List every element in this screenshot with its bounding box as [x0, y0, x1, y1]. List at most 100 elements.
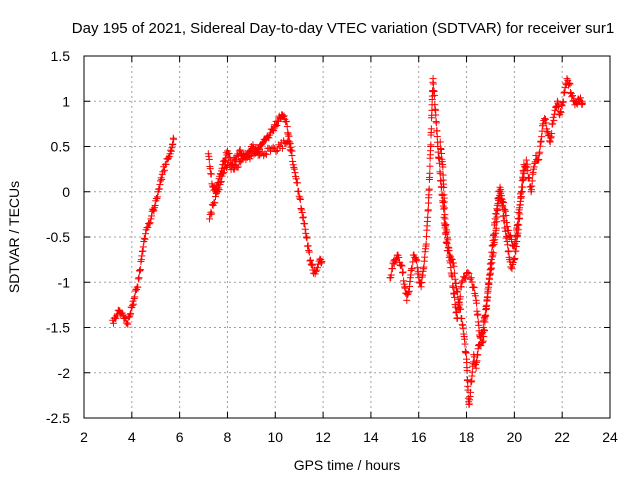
data-point [261, 150, 269, 158]
data-point [450, 262, 458, 270]
data-point [128, 301, 136, 309]
data-point [158, 176, 166, 184]
data-point [474, 351, 482, 359]
data-point [561, 88, 569, 96]
data-point [569, 92, 577, 100]
data-point [549, 120, 557, 128]
data-point [415, 274, 423, 282]
data-point [504, 241, 512, 249]
grid-layer [84, 56, 610, 418]
data-point [282, 117, 290, 125]
data-point [157, 174, 165, 182]
x-tick-label: 20 [507, 429, 523, 445]
data-point [422, 233, 430, 241]
tick-layer: 2 4 6 8 10 12 14 16 18 20 22 24-2.5-2-1.5-1-0.500.5… [46, 48, 618, 445]
data-point [543, 127, 551, 135]
data-point [134, 275, 142, 283]
data-point [301, 220, 309, 228]
data-point [493, 201, 501, 209]
data-point [527, 183, 535, 191]
data-point [530, 163, 538, 171]
data-point [497, 192, 505, 200]
data-point [491, 215, 499, 223]
data-point [436, 138, 444, 146]
data-point [426, 162, 434, 170]
data-point [560, 89, 568, 97]
data-point [520, 161, 528, 169]
data-point [398, 262, 406, 270]
data-point [432, 119, 440, 127]
data-point [461, 273, 469, 281]
data-point [304, 242, 312, 250]
data-point [487, 256, 495, 264]
data-point [440, 198, 448, 206]
data-point [217, 177, 225, 185]
data-point [413, 257, 421, 265]
data-point [553, 97, 561, 105]
data-point [453, 314, 461, 322]
data-point [399, 269, 407, 277]
data-point [471, 292, 479, 300]
data-point [126, 311, 134, 319]
data-point [131, 293, 139, 301]
data-point [206, 215, 214, 223]
data-point [135, 274, 143, 282]
data-point [474, 310, 482, 318]
x-tick-label: 16 [411, 429, 427, 445]
x-tick-label: 8 [224, 429, 232, 445]
data-point [429, 80, 437, 88]
data-point [473, 299, 481, 307]
data-point [164, 154, 172, 162]
data-point [550, 116, 558, 124]
data-point [454, 288, 462, 296]
data-point [462, 274, 470, 282]
data-point [420, 263, 428, 271]
data-point [134, 283, 142, 291]
data-point [497, 186, 505, 194]
data-point [284, 137, 292, 145]
data-point [207, 170, 215, 178]
data-point [305, 248, 313, 256]
data-point [566, 80, 574, 88]
data-point [559, 98, 567, 106]
data-point [552, 103, 560, 111]
data-point [511, 254, 519, 262]
data-point [157, 177, 165, 185]
data-point [408, 265, 416, 273]
plot-frame [83, 55, 611, 419]
data-point [563, 75, 571, 83]
data-point [427, 125, 435, 133]
data-point [298, 209, 306, 217]
data-point [297, 204, 305, 212]
data-point [440, 183, 448, 191]
data-point [443, 228, 451, 236]
data-point [146, 219, 154, 227]
data-point [579, 99, 587, 107]
data-point [488, 259, 496, 267]
data-point [518, 183, 526, 191]
data-point [156, 181, 164, 189]
data-point [136, 266, 144, 274]
x-tick-label: 10 [267, 429, 283, 445]
data-point [312, 267, 320, 275]
data-point [234, 163, 242, 171]
data-point [259, 139, 267, 147]
data-point [142, 230, 150, 238]
data-point [499, 198, 507, 206]
data-point [306, 257, 314, 265]
data-point [395, 254, 403, 262]
y-tick-label: -2.5 [46, 410, 70, 426]
x-tick-label: 24 [602, 429, 618, 445]
data-point [449, 283, 457, 291]
data-point [409, 258, 417, 266]
data-point [121, 314, 129, 322]
x-tick-label: 2 [80, 429, 88, 445]
data-point [301, 225, 309, 233]
data-point [422, 240, 430, 248]
data-point [314, 264, 322, 272]
data-point [472, 364, 480, 372]
data-point [424, 206, 432, 214]
data-point [121, 314, 129, 322]
data-point [554, 99, 562, 107]
